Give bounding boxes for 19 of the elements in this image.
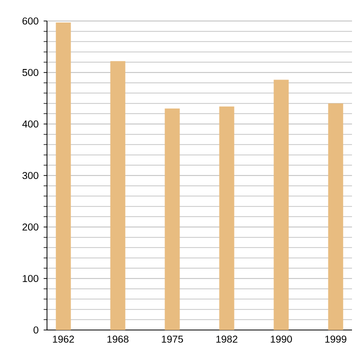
bar: [219, 106, 234, 330]
y-tick-label: 300: [22, 172, 38, 180]
y-tick-label: 100: [22, 274, 38, 282]
bar: [110, 61, 126, 330]
x-tick-label: 1990: [270, 336, 292, 343]
x-tick-label: 1982: [216, 336, 238, 343]
bar: [274, 80, 289, 330]
x-tick-label: 1968: [107, 336, 128, 343]
y-tick-label: 200: [22, 223, 38, 231]
y-tick-label: 400: [22, 120, 38, 128]
x-tick-label: 1975: [162, 336, 183, 343]
bar: [56, 22, 71, 330]
x-tick-label: 1999: [325, 336, 346, 343]
bar: [164, 108, 180, 330]
x-tick-label: 1962: [52, 336, 74, 343]
bar: [328, 103, 344, 330]
y-tick-label: 600: [22, 17, 38, 25]
y-tick-label: 500: [22, 68, 38, 76]
y-tick-label: 0: [34, 326, 38, 334]
